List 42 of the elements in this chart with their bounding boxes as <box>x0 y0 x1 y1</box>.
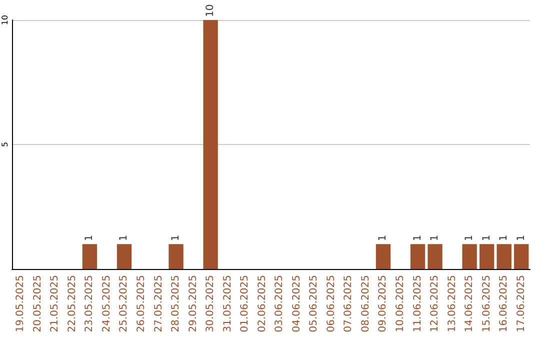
x-tick-label: 29.05.2025 <box>188 275 199 332</box>
x-tick-label: 26.05.2025 <box>136 275 147 332</box>
y-tick-label: 5 <box>0 142 10 148</box>
data-label: 1 <box>481 234 492 242</box>
x-tick-label: 10.06.2025 <box>395 275 406 332</box>
x-tick-label: 01.06.2025 <box>240 275 251 332</box>
data-label: 10 <box>205 4 216 17</box>
x-tick-label: 24.05.2025 <box>101 275 112 332</box>
data-label: 1 <box>118 234 130 242</box>
x-tick-label: 30.05.2025 <box>205 275 216 332</box>
data-label: 1 <box>378 234 389 242</box>
x-tick-label: 27.05.2025 <box>153 275 164 332</box>
x-tick-label: 22.05.2025 <box>66 275 78 332</box>
x-tick-label: 11.06.2025 <box>412 275 424 332</box>
x-tick-label: 13.06.2025 <box>446 275 458 332</box>
x-tick-label: 09.06.2025 <box>378 275 389 332</box>
data-label: 1 <box>516 234 527 242</box>
x-tick-label: 23.05.2025 <box>84 275 96 332</box>
data-label: 1 <box>412 234 424 242</box>
x-tick-label: 03.06.2025 <box>274 275 286 332</box>
data-label: 1 <box>464 234 476 242</box>
x-tick-label: 14.06.2025 <box>464 275 476 332</box>
x-tick-label: 19.05.2025 <box>15 275 26 332</box>
x-tick-label: 02.06.2025 <box>256 275 268 332</box>
x-tick-label: 08.06.2025 <box>360 275 372 332</box>
x-tick-label: 25.05.2025 <box>118 275 130 332</box>
x-tick-label: 17.06.2025 <box>516 275 527 332</box>
data-label: 1 <box>84 234 96 242</box>
data-label: 1 <box>498 234 510 242</box>
x-tick-label: 04.06.2025 <box>291 275 302 332</box>
x-tick-label: 31.05.2025 <box>222 275 234 332</box>
x-tick-label: 05.06.2025 <box>308 275 320 332</box>
x-tick-label: 12.06.2025 <box>430 275 441 332</box>
data-label: 1 <box>170 234 182 242</box>
data-label: 1 <box>430 234 441 242</box>
x-tick-label: 20.05.2025 <box>32 275 44 332</box>
x-tick-label: 16.06.2025 <box>498 275 510 332</box>
x-tick-label: 21.05.2025 <box>50 275 61 332</box>
x-tick-label: 07.06.2025 <box>343 275 354 332</box>
x-tick-label: 06.06.2025 <box>326 275 337 332</box>
x-tick-label: 15.06.2025 <box>481 275 492 332</box>
x-tick-label: 28.05.2025 <box>170 275 182 332</box>
